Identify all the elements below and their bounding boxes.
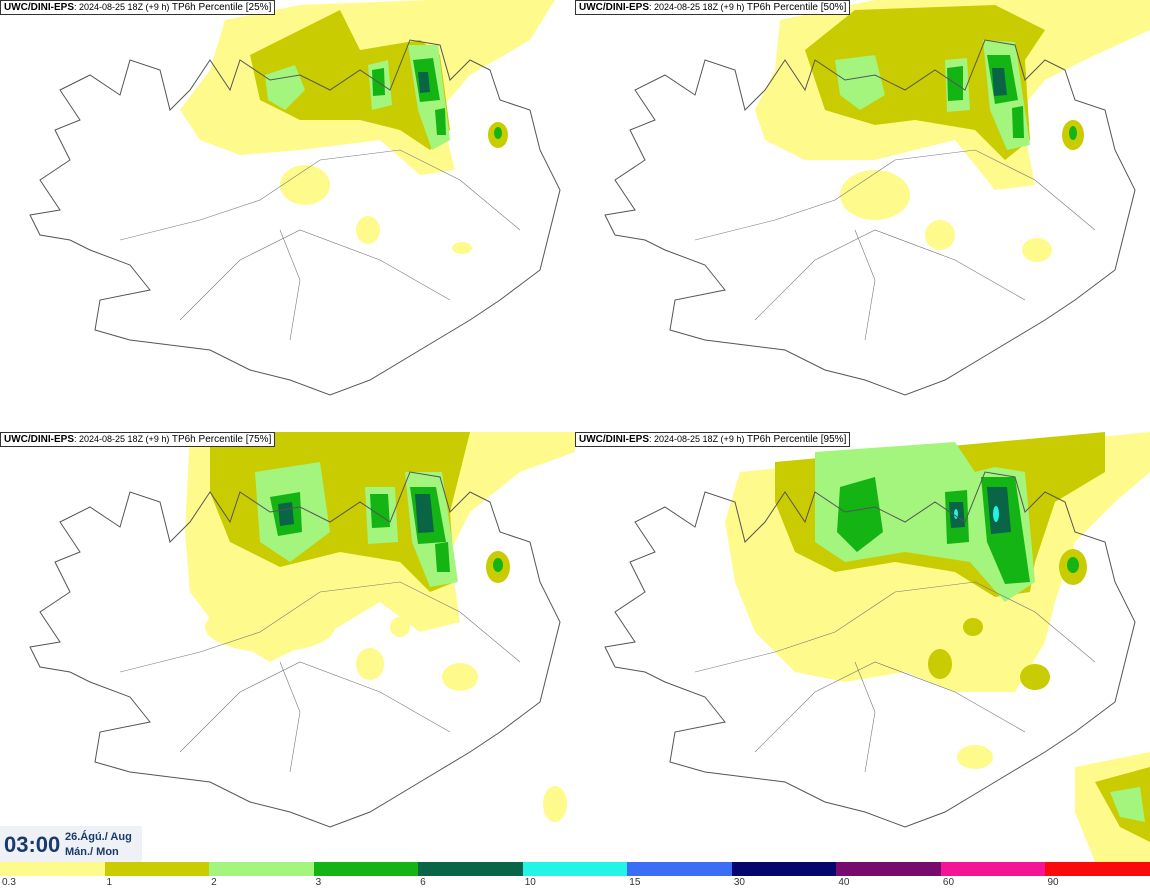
- precip-green-area: [435, 108, 446, 135]
- valid-date: 26.Ágú./ Aug: [65, 831, 132, 843]
- colorbar-segment: [313, 862, 419, 876]
- precip-dark-green-area: [987, 487, 1011, 534]
- colorbar-labels: 0.3 1 2 3 6 10 15 30 40 60 90: [0, 876, 1150, 891]
- precip-light-yellow-area: [356, 216, 380, 244]
- precip-green-area: [370, 494, 390, 528]
- map-svg: [604, 432, 1150, 862]
- colorbar-label: 3: [315, 877, 322, 888]
- precip-green-area: [493, 558, 503, 572]
- roads: [694, 581, 1096, 773]
- precip-green-area: [435, 542, 450, 572]
- panel-source: UWC/DINI-EPS: [4, 2, 74, 13]
- map-panel-25: UWC/DINI-EPS: 2024-08-25 18Z (+9 h) TP6h…: [0, 0, 575, 430]
- valid-time: 03:00: [4, 832, 61, 857]
- panel-source: UWC/DINI-EPS: [579, 2, 649, 13]
- roads: [119, 581, 521, 773]
- valid-time-box: 03:00 26.Ágú./ Aug Mán./ Mon: [0, 826, 142, 862]
- panel-field: TP6h Percentile [25%]: [171, 2, 272, 13]
- roads: [119, 149, 521, 341]
- colorbar-label: 15: [629, 877, 641, 888]
- map-svg: [29, 432, 575, 828]
- colorbar-segment: [731, 862, 837, 876]
- precip-green-area: [494, 127, 502, 139]
- panel-field: TP6h Percentile [75%]: [171, 434, 272, 445]
- precip-light-yellow-area: [1022, 238, 1052, 262]
- colorbar-segment: [104, 862, 210, 876]
- precip-light-yellow-area: [280, 165, 330, 205]
- precip-dark-green-area: [418, 72, 430, 93]
- panel-run: 2024-08-25 18Z (+9 h): [79, 434, 170, 444]
- precip-olive-area: [963, 618, 983, 636]
- colorbar-segment: [627, 862, 732, 876]
- precip-olive-area: [1020, 664, 1050, 690]
- colorbar-label: 2: [211, 877, 217, 888]
- precip-light-yellow-area: [957, 745, 993, 769]
- valid-day: Mán./ Mon: [65, 846, 119, 858]
- colorbar-label: 60: [942, 877, 955, 888]
- panel-field: TP6h Percentile [50%]: [746, 2, 847, 13]
- colorbar-segment: [940, 862, 1046, 876]
- colorbar-segment: [209, 862, 314, 876]
- colorbar-label: 10: [524, 877, 536, 888]
- precip-light-yellow-area: [543, 786, 567, 822]
- precip-light-yellow-area: [915, 607, 995, 677]
- panel-source: UWC/DINI-EPS: [579, 434, 649, 445]
- precip-layer: [725, 432, 1150, 862]
- precip-light-yellow-area: [452, 242, 472, 254]
- map-panel-95: UWC/DINI-EPS: 2024-08-25 18Z (+9 h) TP6h…: [575, 432, 1150, 862]
- map-svg: [29, 0, 561, 396]
- coastline: [604, 471, 1136, 828]
- precip-colorbar: [0, 862, 1150, 876]
- precip-layer: [180, 0, 555, 254]
- precip-layer: [755, 0, 1150, 262]
- coastline: [29, 39, 561, 396]
- precip-light-green-area: [835, 55, 885, 110]
- colorbar-segment: [522, 862, 628, 876]
- precip-light-yellow-area: [356, 648, 384, 680]
- panel-title: UWC/DINI-EPS: 2024-08-25 18Z (+9 h) TP6h…: [0, 432, 276, 447]
- colorbar-label: 30: [733, 877, 745, 888]
- panel-title: UWC/DINI-EPS: 2024-08-25 18Z (+9 h) TP6h…: [575, 432, 851, 447]
- precip-green-area: [837, 477, 883, 552]
- panel-title: UWC/DINI-EPS: 2024-08-25 18Z (+9 h) TP6h…: [0, 0, 276, 15]
- precip-cyan-area: [993, 506, 999, 522]
- map-panel-75: UWC/DINI-EPS: 2024-08-25 18Z (+9 h) TP6h…: [0, 432, 575, 862]
- colorbar-segment: [836, 862, 941, 876]
- precip-green-area: [1012, 106, 1024, 138]
- precip-light-green-area: [1110, 787, 1145, 822]
- colorbar-label: 6: [420, 877, 426, 888]
- map-panel-50: UWC/DINI-EPS: 2024-08-25 18Z (+9 h) TP6h…: [575, 0, 1150, 430]
- panel-title: UWC/DINI-EPS: 2024-08-25 18Z (+9 h) TP6h…: [575, 0, 851, 15]
- precip-olive-area: [928, 649, 952, 679]
- panel-source: UWC/DINI-EPS: [4, 434, 74, 445]
- roads: [694, 149, 1096, 341]
- precip-light-yellow-area: [840, 170, 910, 220]
- colorbar-segment: [418, 862, 523, 876]
- colorbar-label: 1: [106, 877, 113, 888]
- colorbar-label: 40: [838, 877, 850, 888]
- panel-field: TP6h Percentile [95%]: [746, 434, 847, 445]
- precip-light-yellow-area: [442, 663, 478, 691]
- coastline: [29, 471, 561, 828]
- map-svg: [604, 0, 1150, 396]
- precip-dark-green-area: [278, 502, 294, 526]
- colorbar-segment: [1045, 862, 1150, 876]
- colorbar-label: 90: [1047, 877, 1059, 888]
- panel-run: 2024-08-25 18Z (+9 h): [79, 2, 170, 12]
- coastline: [604, 39, 1136, 396]
- colorbar-segment: [0, 862, 105, 876]
- precip-green-area: [1069, 126, 1077, 140]
- panel-run: 2024-08-25 18Z (+9 h): [654, 434, 745, 444]
- precip-dark-green-area: [992, 68, 1007, 96]
- precip-light-yellow-area: [205, 602, 335, 652]
- precip-green-area: [1067, 557, 1079, 573]
- colorbar-label: 0.3: [2, 877, 16, 888]
- precip-dark-green-area: [415, 494, 434, 533]
- precip-light-yellow-area: [390, 617, 410, 637]
- precip-olive-area: [250, 10, 450, 150]
- precip-light-yellow-area: [925, 220, 955, 250]
- panel-run: 2024-08-25 18Z (+9 h): [654, 2, 745, 12]
- precip-layer: [185, 432, 575, 822]
